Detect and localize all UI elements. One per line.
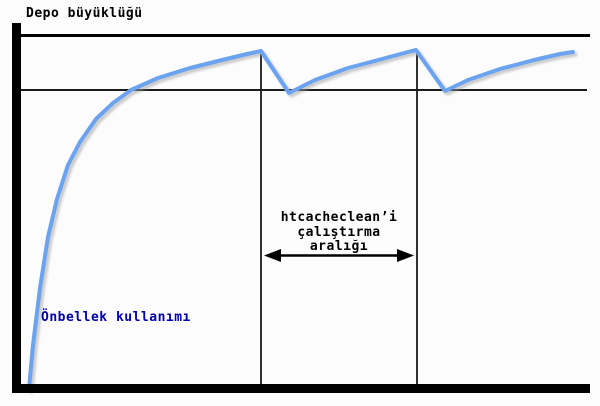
- interval-annotation: htcacheclean’i çalıştırma aralığı: [254, 210, 424, 255]
- interval-arrow: [264, 249, 414, 262]
- annotation-line-1: htcacheclean’i: [280, 210, 398, 225]
- reference-lines: [21, 34, 590, 388]
- annotation-line-3: aralığı: [309, 239, 369, 254]
- cache-usage-label: Önbellek kullanımı: [41, 310, 191, 325]
- usage-curve-shadow: [29, 50, 578, 394]
- storage-size-title: Depo büyüklüğü: [26, 6, 143, 21]
- axes: [12, 23, 590, 393]
- annotation-line-2: çalıştırma: [297, 224, 381, 240]
- usage-curve: [27, 48, 575, 391]
